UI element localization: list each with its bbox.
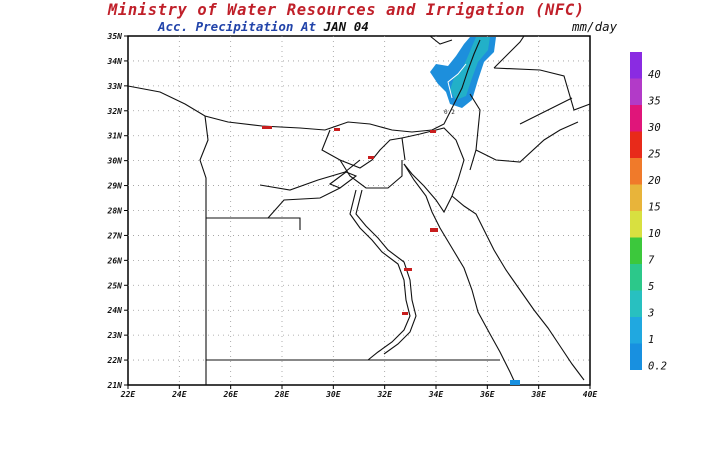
lat-tick-label: 33N xyxy=(107,82,123,91)
fayoum-depression xyxy=(328,171,358,189)
lat-tick-label: 22N xyxy=(107,356,123,365)
axis-ticks: 22E 24E 26E 28E 30E 32E 34E 36E 38E 40E 35N 34N 33N 3… xyxy=(107,32,598,399)
lon-tick-label: 30E xyxy=(325,390,341,399)
legend-swatch xyxy=(630,264,642,291)
legend-label: 20 xyxy=(648,175,661,187)
nile-delta xyxy=(321,129,406,169)
lat-tick-label: 27N xyxy=(107,231,123,240)
speck xyxy=(334,128,340,131)
lon-tick-label: 28E xyxy=(274,390,290,399)
map-subtitle: Acc. Precipitation At JAN 04 xyxy=(158,19,369,34)
lon-tick-label: 32E xyxy=(376,390,392,399)
lat-tick-label: 35N xyxy=(107,32,123,41)
speck xyxy=(404,268,412,271)
lon-tick-label: 24E xyxy=(171,390,187,399)
legend-swatch xyxy=(630,52,642,79)
speck xyxy=(510,380,520,385)
precip-moderate xyxy=(450,37,490,100)
legend-swatch xyxy=(630,158,642,185)
lon-tick-label: 34E xyxy=(428,390,444,399)
lat-tick-label: 32N xyxy=(107,107,123,116)
lat-tick-label: 25N xyxy=(107,281,123,290)
legend-label: 5 xyxy=(648,281,654,293)
legend-swatch xyxy=(630,131,642,158)
lat-tick-label: 30N xyxy=(107,157,123,166)
lat-tick-label: 31N xyxy=(107,132,123,141)
legend-swatch xyxy=(630,78,642,105)
libya-border-west xyxy=(199,115,209,218)
border-israel-jordan xyxy=(469,93,481,171)
map-title: Ministry of Water Resources and Irrigati… xyxy=(108,1,585,19)
lon-tick-label: 36E xyxy=(479,390,495,399)
lon-tick-label: 22E xyxy=(120,390,136,399)
legend-label: 7 xyxy=(648,255,655,267)
lat-tick-label: 24N xyxy=(107,306,123,315)
speck xyxy=(262,126,272,129)
nile-river-west xyxy=(349,189,411,361)
legend-label: 10 xyxy=(648,228,661,240)
legend-swatch xyxy=(630,317,642,344)
lat-tick-label: 29N xyxy=(107,182,123,191)
legend-label: 3 xyxy=(647,308,654,320)
legend-label: 1 xyxy=(648,334,654,346)
border-saudi-north xyxy=(519,97,573,125)
border-iraq xyxy=(493,67,591,111)
border-egypt-sudan-west xyxy=(206,217,301,230)
lat-tick-label: 34N xyxy=(107,57,123,66)
subtitle-date: JAN 04 xyxy=(323,19,369,34)
legend-swatch xyxy=(630,237,642,264)
units-label: mm/day xyxy=(572,19,618,34)
precip-specks xyxy=(262,126,520,385)
speck xyxy=(402,312,408,315)
lat-tick-label: 21N xyxy=(107,381,123,390)
lon-tick-label: 26E xyxy=(222,390,238,399)
border-syria xyxy=(493,35,525,69)
red-sea-coast-west xyxy=(403,163,517,386)
precip-contour-0-2 xyxy=(447,63,467,99)
lon-tick-label: 38E xyxy=(530,390,546,399)
inland-line-1 xyxy=(259,159,361,191)
border-jordan-saudi xyxy=(475,121,579,163)
legend-label: 15 xyxy=(648,202,661,214)
legend-swatch xyxy=(630,184,642,211)
inland-line-2 xyxy=(267,187,341,219)
color-legend: 40 35 30 25 20 15 10 7 5 3 1 0.2 xyxy=(630,52,667,373)
legend-label: 40 xyxy=(648,69,661,81)
red-sea-coast-east xyxy=(451,195,585,381)
speck xyxy=(368,156,374,159)
legend-label: 30 xyxy=(647,122,661,134)
legend-swatch xyxy=(630,290,642,317)
legend-label: 35 xyxy=(647,96,661,108)
lon-tick-label: 40E xyxy=(583,390,598,399)
lebanon-line xyxy=(429,35,453,45)
legend-swatch xyxy=(630,211,642,238)
lat-tick-label: 23N xyxy=(107,331,123,340)
legend-label: 0.2 xyxy=(648,361,667,373)
sinai-outline xyxy=(401,127,465,214)
subtitle-label: Acc. Precipitation xyxy=(158,19,294,34)
legend-swatch xyxy=(630,105,642,132)
lat-tick-label: 28N xyxy=(107,207,123,216)
speck xyxy=(430,130,436,133)
lat-tick-label: 26N xyxy=(107,256,123,265)
coastlines-and-borders xyxy=(127,35,591,386)
legend-label: 25 xyxy=(648,149,661,161)
subtitle-at: At xyxy=(301,19,317,34)
legend-swatch xyxy=(630,343,642,370)
coastline-mediterranean xyxy=(127,39,481,133)
speck xyxy=(430,228,438,232)
